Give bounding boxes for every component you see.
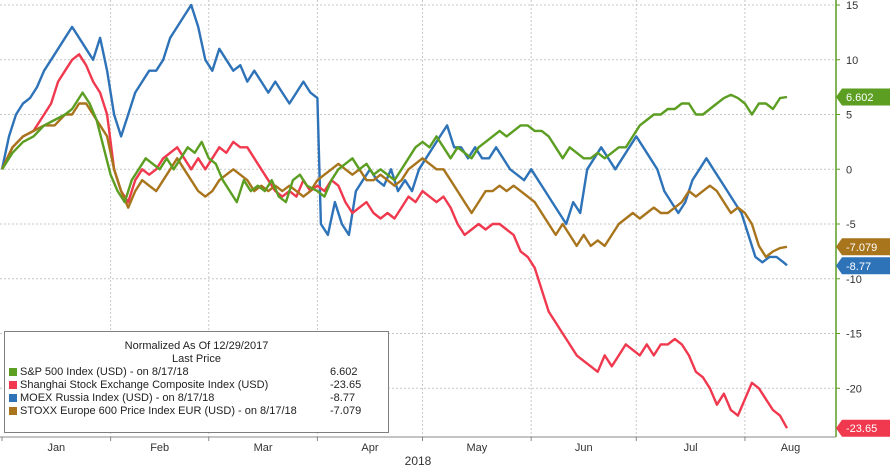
series-line-shanghai (0, 53, 789, 429)
series-line-stoxx (0, 102, 788, 259)
legend-value: 6.602 (330, 366, 358, 378)
legend-value: -23.65 (330, 379, 362, 391)
legend-value: -8.77 (330, 392, 356, 404)
legend-title: Normalized As Of 12/29/2017 (124, 340, 269, 352)
legend-row-sp500: S&P 500 Index (USD) - on 8/17/18 6.602 (5, 366, 388, 379)
last-value-label-stoxx: -7.079 (846, 242, 877, 254)
last-value-tag-moex (836, 257, 890, 275)
legend-name: STOXX Europe 600 Price Index EUR (USD) -… (20, 405, 297, 417)
series-line-moex (0, 3, 788, 267)
x-tick-label: Mar (254, 442, 273, 454)
legend-swatch-stoxx (9, 407, 17, 415)
legend-name: S&P 500 Index (USD) - on 8/17/18 (20, 366, 189, 378)
x-tick-label: Apr (361, 442, 378, 454)
x-axis-title: 2018 (405, 454, 432, 468)
legend-swatch-moex (9, 394, 17, 402)
last-value-tag-shanghai (836, 419, 890, 437)
last-value-label-sp500: 6.602 (846, 92, 874, 104)
y-tick-label: 10 (846, 55, 858, 67)
series-line-sp500 (0, 91, 788, 204)
y-tick-label: 15 (846, 0, 858, 12)
y-tick-label: -10 (846, 274, 862, 286)
axes: 15 10 5 0 -5 -10 -15 -20 Jan Feb Mar Apr May Jun Jul Au… (0, 0, 862, 454)
legend-row-stoxx: STOXX Europe 600 Price Index EUR (USD) -… (5, 405, 388, 418)
legend-swatch-shanghai (9, 381, 17, 389)
x-tick-label: Feb (150, 442, 169, 454)
last-value-tag-sp500 (836, 88, 890, 106)
legend-swatch-sp500 (9, 368, 17, 376)
last-value-labels: 6.602 -7.079 -8.77 -23.65 (836, 88, 890, 437)
last-value-label-moex: -8.77 (846, 261, 871, 273)
x-tick-label: Jan (47, 442, 65, 454)
y-tick-label: -20 (846, 383, 862, 395)
x-tick-label: May (466, 442, 487, 454)
series-lines (0, 3, 789, 429)
legend-subtitle: Last Price (172, 353, 221, 365)
y-tick-label: -5 (846, 219, 856, 231)
y-tick-label: 0 (846, 164, 852, 176)
x-tick-label: Jul (684, 442, 698, 454)
y-tick-label: 5 (846, 110, 852, 122)
x-tick-label: Aug (781, 442, 801, 454)
legend-name: MOEX Russia Index (USD) - on 8/17/18 (20, 392, 215, 404)
x-tick-label: Jun (575, 442, 593, 454)
legend-value: -7.079 (330, 405, 362, 417)
legend-row-shanghai: Shanghai Stock Exchange Composite Index … (5, 379, 388, 392)
last-value-label-shanghai: -23.65 (846, 423, 877, 435)
legend-row-moex: MOEX Russia Index (USD) - on 8/17/18 -8.… (5, 392, 388, 405)
legend-name: Shanghai Stock Exchange Composite Index … (20, 379, 269, 391)
y-tick-label: -15 (846, 329, 862, 341)
legend: Normalized As Of 12/29/2017 Last Price S… (4, 331, 389, 433)
last-value-tag-stoxx (836, 238, 890, 256)
